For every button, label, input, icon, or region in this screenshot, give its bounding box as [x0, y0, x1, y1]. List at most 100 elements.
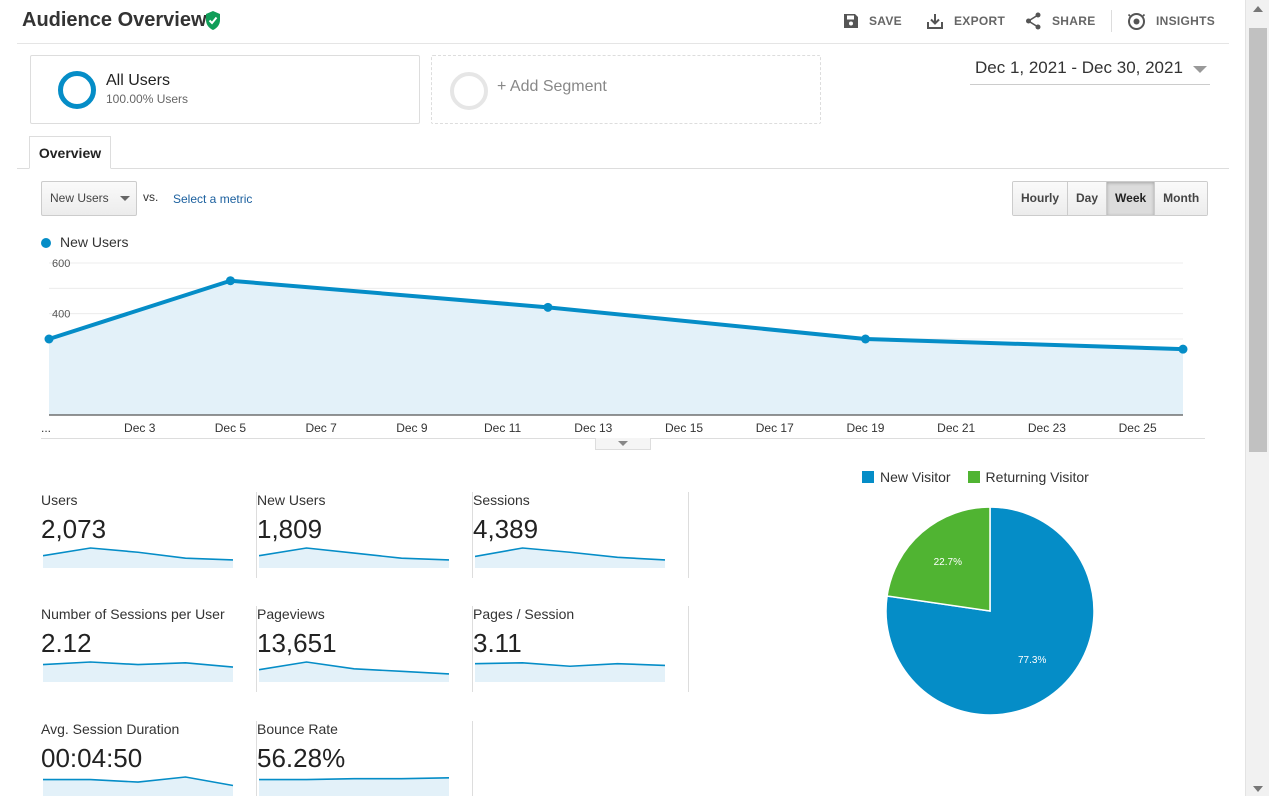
- chevron-down-icon: [618, 441, 628, 446]
- scroll-up-icon[interactable]: [1253, 6, 1263, 12]
- metric-sparkline: [259, 777, 450, 796]
- add-segment-button[interactable]: + Add Segment: [431, 55, 821, 124]
- metric-tile-avg-session-duration[interactable]: Avg. Session Duration 00:04:50: [41, 721, 257, 796]
- metric-label: Sessions: [473, 492, 530, 508]
- data-point[interactable]: [225, 276, 235, 286]
- save-icon: [844, 14, 858, 28]
- data-point[interactable]: [860, 334, 870, 344]
- data-point[interactable]: [543, 302, 553, 312]
- x-tick-label: Dec 9: [396, 421, 428, 435]
- metric-value: 56.28%: [257, 743, 346, 773]
- granularity-day[interactable]: Day: [1068, 182, 1108, 215]
- segment-ring-icon: [58, 71, 96, 109]
- metric-label: Pages / Session: [473, 606, 575, 622]
- page-scrollbar[interactable]: [1245, 0, 1269, 796]
- x-tick-label: Dec 13: [574, 421, 612, 435]
- legend-label-new-users: New Users: [60, 234, 129, 250]
- page-title: Audience Overview: [22, 9, 207, 31]
- metric-value: 3.11: [473, 628, 522, 658]
- legend-swatch-returning-visitor: [967, 471, 980, 483]
- export-icon: [927, 14, 943, 29]
- sparkline-area: [259, 548, 449, 568]
- date-range-caret-icon[interactable]: [1193, 66, 1207, 73]
- metric-label: Bounce Rate: [257, 721, 338, 737]
- insights-button[interactable]: INSIGHTS: [1127, 10, 1215, 32]
- metric-label: Users: [41, 492, 78, 508]
- metric-sparkline: [259, 661, 450, 682]
- sparkline-line: [43, 776, 234, 787]
- pie-slice-new-visitor[interactable]: [885, 506, 1095, 716]
- empty-segment-ring-icon: [450, 72, 488, 110]
- data-point[interactable]: [1178, 344, 1188, 354]
- sparkline-line: [259, 547, 450, 561]
- sparkline-line: [475, 547, 666, 561]
- select-metric-link[interactable]: Select a metric: [173, 192, 253, 206]
- sparkline-area: [43, 662, 233, 682]
- metric-tile-users[interactable]: Users 2,073: [41, 492, 257, 578]
- legend-swatch-new-users: [41, 238, 51, 248]
- verified-shield-icon: [206, 11, 220, 30]
- metric-value: 4,389: [473, 514, 539, 544]
- tab-bar-divider: [17, 168, 1229, 169]
- granularity-hourly[interactable]: Hourly: [1013, 182, 1069, 215]
- sparkline-area: [475, 548, 665, 568]
- pie-slice-label: 22.7%: [934, 557, 962, 568]
- metric-label: New Users: [257, 492, 326, 508]
- metric-tile-pages-per-session[interactable]: Pages / Session 3.11: [473, 606, 689, 692]
- x-tick-label: Dec 11: [484, 421, 521, 435]
- y-tick-label: 400: [52, 309, 70, 321]
- x-tick-label: Dec 25: [1119, 421, 1157, 435]
- x-tick-label: Dec 21: [937, 421, 975, 435]
- metric-value: 13,651: [257, 628, 337, 658]
- page-header: Audience Overview SAVE EXPORT SHARE: [17, 0, 1229, 44]
- metric-sparkline: [259, 547, 450, 568]
- header-divider: [1111, 10, 1112, 32]
- pie-slice-returning-visitor[interactable]: [886, 506, 991, 612]
- y-tick-label: 600: [52, 258, 70, 270]
- x-tick-label: Dec 3: [124, 421, 156, 435]
- metric-sparkline: [43, 547, 234, 568]
- date-range-picker[interactable]: Dec 1, 2021 - Dec 30, 2021: [970, 58, 1210, 85]
- sparkline-line: [259, 661, 450, 675]
- x-tick-label: Dec 19: [846, 421, 884, 435]
- metric-dropdown-caret-icon[interactable]: [120, 196, 130, 201]
- save-button[interactable]: SAVE: [843, 10, 902, 32]
- metric-tile-new-users[interactable]: New Users 1,809: [257, 492, 473, 578]
- segment-name: All Users: [106, 72, 171, 89]
- data-point[interactable]: [44, 334, 54, 344]
- sparkline-area: [475, 662, 665, 682]
- share-label: SHARE: [1052, 14, 1096, 28]
- export-button[interactable]: EXPORT: [926, 10, 1005, 32]
- metric-value: 00:04:50: [41, 743, 143, 773]
- insights-icon: [1127, 12, 1146, 30]
- tab-overview[interactable]: Overview: [29, 136, 111, 169]
- x-tick-label: Dec 7: [305, 421, 337, 435]
- save-label: SAVE: [869, 14, 902, 28]
- x-tick-label: Dec 17: [756, 421, 794, 435]
- granularity-month[interactable]: Month: [1155, 182, 1208, 215]
- metric-sparkline: [43, 776, 234, 796]
- metric-tile-pageviews[interactable]: Pageviews 13,651: [257, 606, 473, 692]
- metric-tile-sessions[interactable]: Sessions 4,389: [473, 492, 689, 578]
- sparkline-area: [43, 777, 233, 796]
- scroll-down-icon[interactable]: [1253, 786, 1263, 792]
- pie-legend: New Visitor Returning Visitor: [862, 469, 1089, 485]
- export-label: EXPORT: [954, 14, 1006, 28]
- segment-all-users[interactable]: All Users 100.00% Users: [30, 55, 420, 124]
- segment-percent: 100.00% Users: [106, 92, 189, 106]
- share-button[interactable]: SHARE: [1025, 10, 1096, 32]
- legend-label-new-visitor[interactable]: New Visitor: [880, 469, 951, 485]
- chart-collapse-toggle[interactable]: [595, 438, 651, 450]
- x-tick-label: Dec 5: [215, 421, 247, 435]
- sparkline-line: [43, 661, 234, 668]
- metric-value: 1,809: [257, 514, 323, 544]
- granularity-toggle: Hourly Day Week Month: [1012, 181, 1209, 216]
- scrollbar-thumb[interactable]: [1249, 28, 1267, 452]
- metric-tile-bounce-rate[interactable]: Bounce Rate 56.28%: [257, 721, 473, 796]
- legend-label-returning-visitor[interactable]: Returning Visitor: [985, 469, 1089, 485]
- add-segment-label: + Add Segment: [497, 78, 607, 95]
- granularity-week[interactable]: Week: [1107, 182, 1156, 215]
- pie-slice-label: 77.3%: [1018, 655, 1046, 666]
- metric-tile-sessions-per-user[interactable]: Number of Sessions per User 2.12: [41, 606, 257, 692]
